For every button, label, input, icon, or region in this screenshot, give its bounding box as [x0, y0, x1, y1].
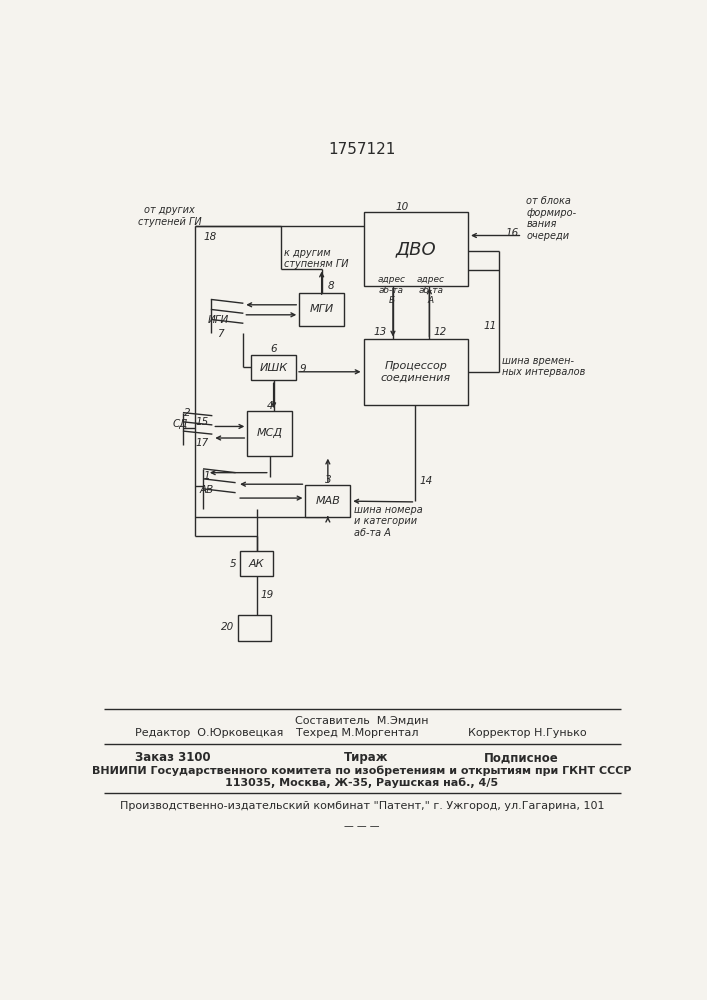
Text: Корректор Н.Гунько: Корректор Н.Гунько	[468, 728, 587, 738]
Text: Тираж: Тираж	[344, 751, 389, 764]
Text: Производственно-издательский комбинат "Патент," г. Ужгород, ул.Гагарина, 101: Производственно-издательский комбинат "П…	[119, 801, 604, 811]
Text: 10: 10	[396, 202, 409, 212]
Text: 12: 12	[433, 327, 447, 337]
Text: 7: 7	[217, 329, 223, 339]
Text: ИШК: ИШК	[259, 363, 288, 373]
Bar	[299, 293, 344, 326]
Text: 17: 17	[195, 438, 209, 448]
Bar	[363, 212, 468, 286]
Text: 4: 4	[267, 401, 273, 411]
Text: ИГИ: ИГИ	[208, 315, 229, 325]
Text: Составитель  М.Эмдин: Составитель М.Эмдин	[296, 715, 428, 725]
Bar	[305, 485, 351, 517]
Bar	[238, 615, 271, 641]
Bar	[247, 411, 292, 456]
Text: Заказ 3100: Заказ 3100	[135, 751, 211, 764]
Text: 3: 3	[325, 475, 331, 485]
Text: 15: 15	[195, 417, 209, 427]
Text: Техред М.Моргентал: Техред М.Моргентал	[296, 728, 419, 738]
Text: 18: 18	[203, 232, 216, 242]
Text: 14: 14	[419, 476, 433, 486]
Text: от других
ступеней ГИ: от других ступеней ГИ	[138, 205, 201, 227]
Text: 1757121: 1757121	[328, 142, 396, 157]
Text: ВНИИПИ Государственного комитета по изобретениям и открытиям при ГКНТ СССР: ВНИИПИ Государственного комитета по изоб…	[92, 765, 631, 776]
Text: — — —: — — —	[344, 821, 380, 831]
Bar	[251, 355, 296, 380]
Text: МСД: МСД	[257, 428, 283, 438]
Text: АВ: АВ	[200, 485, 214, 495]
Text: МАВ: МАВ	[315, 496, 340, 506]
Text: к другим
ступеням ГИ: к другим ступеням ГИ	[284, 248, 348, 269]
Text: адрес
аб-та
А: адрес аб-та А	[417, 275, 445, 305]
Text: 6: 6	[270, 344, 277, 354]
Text: 8: 8	[328, 281, 334, 291]
Text: 20: 20	[221, 622, 234, 632]
Text: шина времен-
ных интервалов: шина времен- ных интервалов	[502, 356, 585, 377]
Text: 11: 11	[484, 321, 497, 331]
Text: Процессор
соединения: Процессор соединения	[381, 361, 451, 383]
Text: МГИ: МГИ	[310, 304, 334, 314]
Text: от блока
формиро-
вания
очереди: от блока формиро- вания очереди	[526, 196, 576, 241]
Text: 19: 19	[260, 590, 274, 600]
Text: Редактор  О.Юрковецкая: Редактор О.Юрковецкая	[135, 728, 284, 738]
Text: АК: АК	[249, 559, 264, 569]
Text: 5: 5	[230, 559, 236, 569]
Text: ДВО: ДВО	[395, 240, 436, 258]
Text: Подписное: Подписное	[484, 751, 559, 764]
Text: адрес
аб-та
Б: адрес аб-та Б	[378, 275, 405, 305]
Text: шина номера
и категории
аб-та А: шина номера и категории аб-та А	[354, 505, 423, 538]
Bar	[363, 339, 468, 405]
Text: 2: 2	[185, 408, 191, 418]
Text: 16: 16	[506, 228, 518, 238]
Text: СД: СД	[172, 419, 187, 429]
Text: 1: 1	[204, 471, 210, 481]
Text: 13: 13	[373, 327, 387, 337]
Text: 113035, Москва, Ж-35, Раушская наб., 4/5: 113035, Москва, Ж-35, Раушская наб., 4/5	[226, 778, 498, 788]
Bar	[240, 551, 273, 576]
Text: 9: 9	[299, 364, 306, 374]
